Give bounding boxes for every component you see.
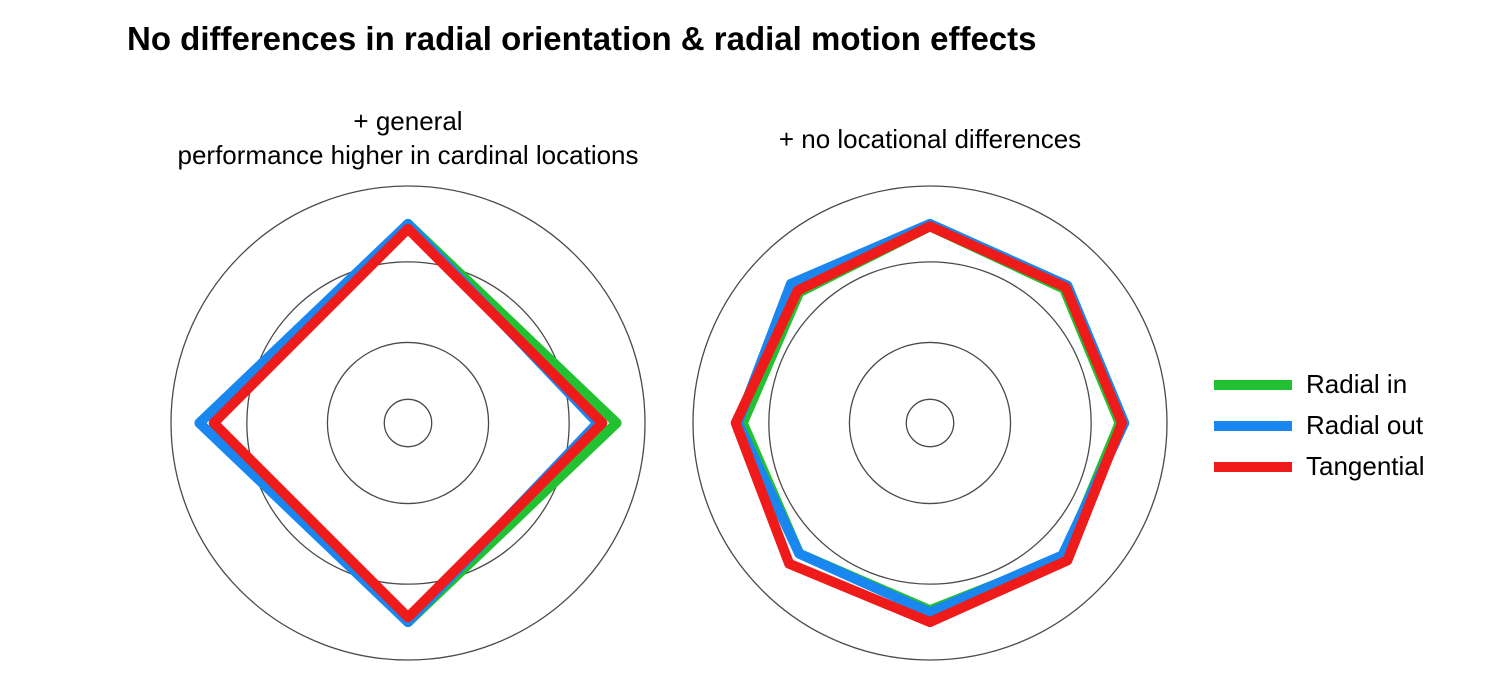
radar-ring-right-4 [692,185,1168,661]
left-subtitle-line1: + general [353,106,463,136]
legend-label-radial-in: Radial in [1306,369,1408,399]
legend-swatch-radial-out [1214,420,1292,431]
legend: Radial in Radial out Tangential [1214,364,1425,487]
legend-swatch-radial-in [1214,379,1292,390]
radar-ring-right-1 [905,398,955,448]
left-chart-subtitle: + general performance higher in cardinal… [128,104,688,172]
legend-item-radial-in: Radial in [1214,364,1425,405]
legend-item-tangential: Tangential [1214,446,1425,487]
series-radial-in-left [208,218,622,628]
radar-ring-left-4 [170,185,646,661]
legend-swatch-tangential [1214,461,1292,472]
radar-ring-left-2 [326,341,490,505]
radar-ring-left-1 [383,398,433,448]
legend-label-radial-out: Radial out [1306,410,1424,440]
series-radial-out-left [194,218,603,628]
right-chart-subtitle: + no locational differences [730,122,1130,156]
radar-ring-left-3 [246,261,570,585]
radar-chart-left [170,185,646,661]
series-tangential-left [208,223,608,623]
legend-label-tangential: Tangential [1306,451,1425,481]
chart-title: No differences in radial orientation & r… [127,20,1037,57]
series-tangential-right [730,221,1127,628]
radar-ring-right-2 [848,341,1012,505]
radar-chart-right [692,185,1168,661]
legend-item-radial-out: Radial out [1214,405,1425,446]
radar-ring-right-3 [768,261,1092,585]
left-subtitle-line2: performance higher in cardinal locations [177,140,639,170]
right-subtitle-line1: + no locational differences [778,124,1082,154]
